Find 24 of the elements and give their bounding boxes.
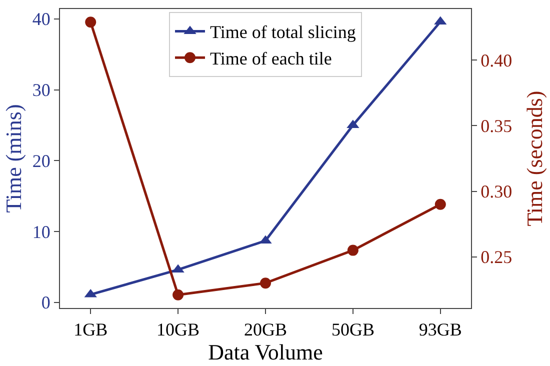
x-tick-label: 1GB — [74, 320, 108, 340]
point — [347, 244, 358, 256]
point — [172, 289, 184, 300]
legend-label: Time of each tile — [210, 48, 332, 69]
y2-tick-label: 0.30 — [480, 182, 512, 202]
point — [434, 198, 446, 210]
y-tick-label: 0 — [41, 292, 50, 313]
x-tick-label: 20GB — [244, 320, 288, 340]
y-tick-label: 10 — [32, 222, 50, 242]
y-axis-title: Time (mins) — [1, 104, 26, 213]
y-tick-label: 30 — [32, 80, 50, 100]
x-tick-label: 10GB — [156, 320, 200, 340]
point — [85, 16, 96, 28]
legend-label: Time of total slicing — [210, 22, 356, 42]
y-tick-label: 40 — [32, 9, 50, 30]
y2-tick-label: 0.35 — [480, 116, 512, 136]
point — [260, 278, 271, 289]
y2-tick-label: 0.25 — [480, 247, 512, 268]
y2-axis-title: Time (seconds) — [522, 90, 547, 226]
x-axis-title: Data Volume — [208, 340, 323, 365]
y2-tick-label: 0.40 — [480, 50, 512, 70]
x-tick-label: 50GB — [331, 320, 374, 340]
y-tick-label: 20 — [32, 150, 50, 171]
x-tick-label: 93GB — [418, 320, 462, 340]
